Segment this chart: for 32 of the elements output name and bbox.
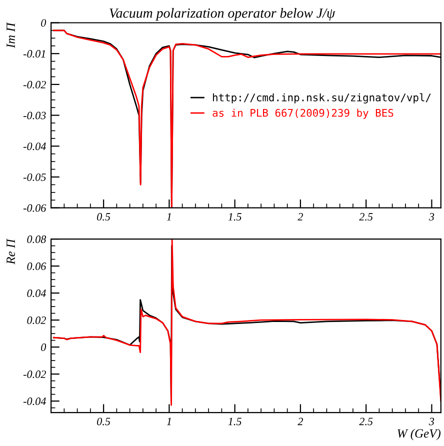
x-tick-label: 3 bbox=[428, 213, 434, 221]
x-tick-label: 1 bbox=[166, 418, 171, 426]
y-tick-label: -0.06 bbox=[23, 204, 46, 212]
y-tick-label: -0.02 bbox=[23, 370, 46, 378]
chart-title: Vacuum polarization operator below J/ψ bbox=[110, 8, 336, 21]
y-tick-label: -0.04 bbox=[23, 398, 46, 406]
y-axis-title: Im Π bbox=[6, 22, 15, 48]
x-tick-label: 1.5 bbox=[228, 418, 242, 426]
x-tick-label: 3 bbox=[428, 418, 434, 426]
x-tick-label: 1 bbox=[166, 213, 171, 220]
x-tick-label: 2.5 bbox=[359, 213, 373, 221]
y-tick-label: -0.03 bbox=[23, 112, 46, 120]
x-tick-label: 2.5 bbox=[359, 418, 373, 426]
x-tick-label: 2 bbox=[298, 213, 303, 220]
y-tick-label: 0 bbox=[41, 19, 46, 27]
y-tick-label: -0.02 bbox=[23, 80, 46, 88]
y-tick-label: 0.02 bbox=[27, 316, 46, 324]
legend-label: http://cmd.inp.nsk.su/zignatov/vpl/ bbox=[213, 93, 431, 104]
y-tick-label: -0.04 bbox=[23, 142, 46, 150]
x-tick-label: 2 bbox=[298, 418, 303, 426]
y-tick-label: 0 bbox=[41, 344, 46, 352]
y-axis-title: Re Π bbox=[6, 238, 15, 264]
x-tick-label: 0.5 bbox=[97, 418, 110, 426]
legend-label: as in PLB 667(2009)239 by BES bbox=[212, 108, 394, 119]
y-tick-label: -0.05 bbox=[23, 173, 46, 181]
x-tick-label: 1.5 bbox=[228, 213, 242, 221]
x-axis-title: W (GeV) bbox=[398, 428, 441, 440]
x-tick-label: 0.5 bbox=[97, 213, 110, 221]
y-tick-label: 0.04 bbox=[27, 290, 46, 298]
y-tick-label: 0.08 bbox=[27, 236, 46, 244]
y-tick-label: -0.01 bbox=[23, 50, 46, 58]
y-tick-label: 0.06 bbox=[27, 262, 46, 270]
